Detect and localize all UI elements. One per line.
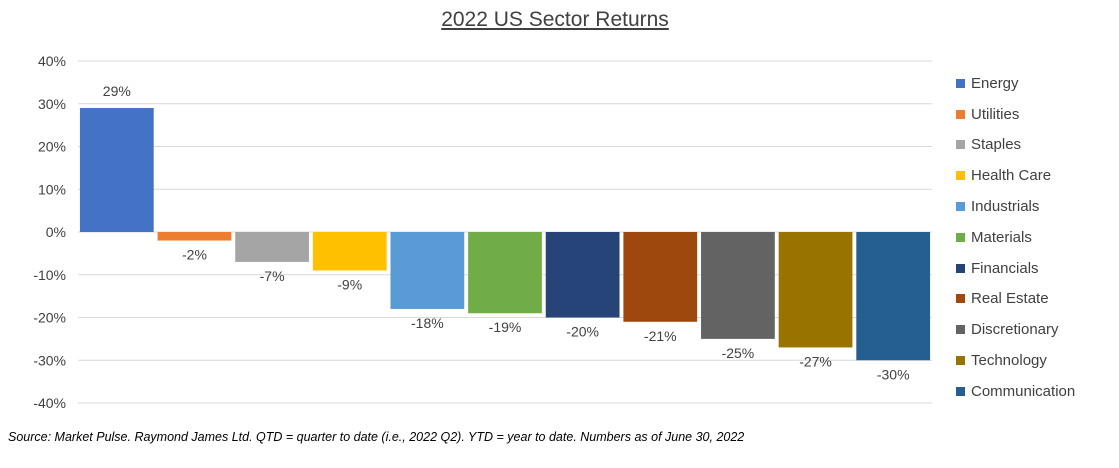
legend-label: Staples bbox=[971, 136, 1022, 154]
y-tick-label: -40% bbox=[33, 395, 66, 411]
legend-item: Real Estate bbox=[956, 284, 1116, 315]
data-label: -21% bbox=[644, 328, 677, 344]
legend-swatch bbox=[956, 232, 965, 242]
legend-item: Utilities bbox=[956, 99, 1116, 130]
data-label: -7% bbox=[260, 268, 285, 284]
legend-label: Materials bbox=[971, 228, 1032, 246]
y-tick-label: 0% bbox=[46, 224, 66, 240]
legend-label: Energy bbox=[971, 74, 1019, 92]
chart-title: 2022 US Sector Returns bbox=[441, 8, 669, 31]
legend-item: Materials bbox=[956, 222, 1116, 253]
data-label: -9% bbox=[337, 276, 362, 292]
bar-real-estate bbox=[623, 232, 698, 322]
y-tick-label: 10% bbox=[38, 181, 66, 197]
data-label: -2% bbox=[182, 247, 207, 263]
bars bbox=[79, 108, 931, 361]
legend-swatch bbox=[956, 202, 965, 212]
legend-label: Utilities bbox=[971, 105, 1020, 123]
legend-item: Health Care bbox=[956, 160, 1116, 191]
bar-staples bbox=[235, 232, 309, 262]
data-labels: 29% -2% -7% -9% -18% -19% -20% -21% -25% -27% -30% bbox=[103, 83, 910, 382]
legend-item: Financials bbox=[956, 253, 1116, 284]
legend-swatch bbox=[956, 263, 965, 273]
legend: Energy Utilities Staples Health Care Industr… bbox=[956, 68, 1116, 407]
y-tick-label: -20% bbox=[33, 310, 66, 326]
y-tick-label: 20% bbox=[38, 139, 66, 155]
legend-label: Real Estate bbox=[971, 290, 1049, 308]
y-tick-label: -10% bbox=[33, 267, 66, 283]
data-label: 29% bbox=[103, 83, 131, 99]
data-label: -25% bbox=[722, 345, 755, 361]
bar-communication bbox=[856, 232, 931, 361]
y-tick-label: 40% bbox=[38, 53, 66, 69]
bar-financials bbox=[545, 232, 620, 318]
legend-label: Industrials bbox=[971, 198, 1040, 216]
bar-industrials bbox=[390, 232, 465, 309]
legend-label: Health Care bbox=[971, 167, 1052, 185]
data-label: -20% bbox=[566, 324, 599, 340]
legend-swatch bbox=[956, 109, 965, 119]
legend-swatch bbox=[956, 325, 965, 335]
y-axis-ticks: 40% 30% 20% 10% 0% -10% -20% -30% -40% bbox=[33, 53, 66, 411]
bar-energy bbox=[79, 108, 154, 232]
legend-item: Staples bbox=[956, 130, 1116, 161]
bar-technology bbox=[778, 232, 853, 348]
legend-label: Discretionary bbox=[971, 321, 1059, 339]
y-tick-label: -30% bbox=[33, 352, 66, 368]
data-label: -18% bbox=[411, 315, 444, 331]
legend-swatch bbox=[956, 140, 965, 150]
data-label: -30% bbox=[877, 366, 910, 382]
legend-swatch bbox=[956, 386, 965, 396]
data-label: -19% bbox=[489, 319, 522, 335]
bar-materials bbox=[468, 232, 542, 314]
legend-label: Financials bbox=[971, 259, 1039, 277]
legend-swatch bbox=[956, 78, 965, 88]
data-label: -27% bbox=[799, 353, 832, 369]
legend-item: Discretionary bbox=[956, 314, 1116, 345]
legend-item: Technology bbox=[956, 345, 1116, 376]
legend-swatch bbox=[956, 294, 965, 304]
legend-item: Energy bbox=[956, 68, 1116, 99]
bar-health-care bbox=[312, 232, 387, 271]
legend-swatch bbox=[956, 356, 965, 366]
legend-item: Communication bbox=[956, 376, 1116, 407]
bar-utilities bbox=[157, 232, 232, 241]
bar-discretionary bbox=[701, 232, 775, 339]
legend-swatch bbox=[956, 171, 965, 181]
y-tick-label: 30% bbox=[38, 96, 66, 112]
legend-item: Industrials bbox=[956, 191, 1116, 222]
legend-label: Communication bbox=[971, 382, 1076, 400]
legend-label: Technology bbox=[971, 352, 1047, 370]
source-note: Source: Market Pulse. Raymond James Ltd.… bbox=[8, 430, 745, 444]
